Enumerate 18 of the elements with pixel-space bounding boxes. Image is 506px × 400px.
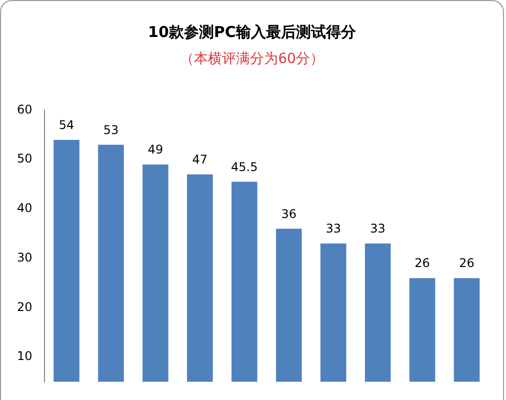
data-label: 45.5 — [231, 160, 258, 174]
chart-subtitle: （本横评满分为60分） — [179, 50, 325, 68]
y-tick-label: 40 — [16, 201, 32, 216]
y-tick-label: 20 — [16, 300, 32, 314]
data-label: 54 — [58, 118, 74, 132]
data-label: 26 — [459, 256, 474, 270]
data-label: 53 — [103, 122, 119, 137]
data-label: 49 — [148, 142, 164, 157]
data-label: 47 — [192, 152, 208, 167]
y-tick-label: 30 — [16, 250, 32, 264]
data-label: 33 — [370, 222, 386, 236]
chart-title: 10款参测PC输入最后测试得分 — [147, 22, 357, 42]
data-label: 33 — [326, 222, 341, 236]
y-tick-label: 50 — [16, 152, 32, 166]
y-tick-label: 60 — [16, 102, 32, 116]
data-label: 26 — [414, 256, 430, 270]
y-tick-label: 10 — [16, 349, 32, 364]
data-label: 36 — [281, 206, 297, 221]
